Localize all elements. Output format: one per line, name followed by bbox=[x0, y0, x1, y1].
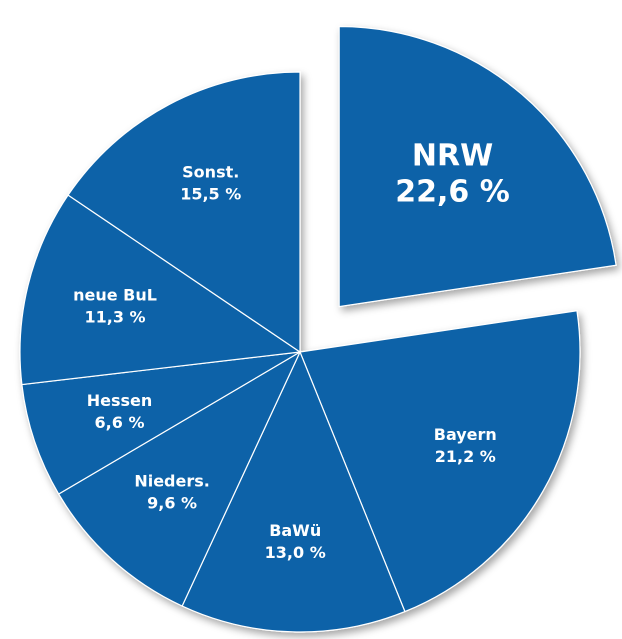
slice-label: Bayern bbox=[434, 425, 497, 444]
pie-slice bbox=[67, 71, 301, 354]
value-label: 11,3 % bbox=[84, 307, 145, 326]
slice-label: neue BuL bbox=[73, 285, 157, 304]
value-label: 13,0 % bbox=[265, 543, 326, 562]
value-label: 21,2 % bbox=[435, 447, 496, 466]
slice-label: BaWü bbox=[269, 521, 321, 540]
pie-slice bbox=[181, 350, 406, 633]
slice-label: Hessen bbox=[87, 391, 153, 410]
pie-slice bbox=[338, 25, 617, 308]
value-label: 9,6 % bbox=[147, 494, 197, 513]
slice-label: Sonst. bbox=[182, 162, 239, 181]
pie-slice bbox=[299, 310, 581, 613]
value-label: 15,5 % bbox=[180, 184, 241, 203]
value-label: 6,6 % bbox=[95, 413, 145, 432]
pie-slice bbox=[19, 194, 302, 386]
pie bbox=[19, 25, 617, 633]
pie-slice bbox=[57, 350, 302, 607]
slice-label: Nieders. bbox=[134, 472, 210, 491]
pie-slice bbox=[21, 351, 301, 495]
value-label: 22,6 % bbox=[395, 175, 510, 210]
slice-label: NRW bbox=[412, 139, 493, 174]
